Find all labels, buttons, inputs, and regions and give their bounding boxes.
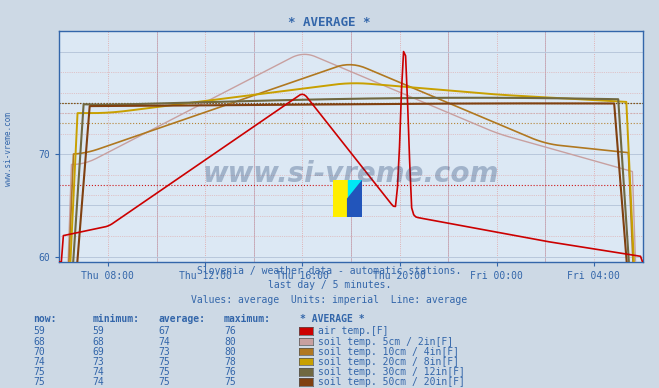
Polygon shape <box>348 180 362 199</box>
Text: soil temp. 50cm / 20in[F]: soil temp. 50cm / 20in[F] <box>318 377 465 387</box>
Text: 76: 76 <box>224 326 236 336</box>
Text: soil temp. 30cm / 12in[F]: soil temp. 30cm / 12in[F] <box>318 367 465 377</box>
Text: www.si-vreme.com: www.si-vreme.com <box>203 160 499 188</box>
Text: 75: 75 <box>33 367 45 377</box>
Text: maximum:: maximum: <box>224 314 271 324</box>
Text: soil temp. 20cm / 8in[F]: soil temp. 20cm / 8in[F] <box>318 357 459 367</box>
Text: 70: 70 <box>33 346 45 357</box>
Text: 80: 80 <box>224 346 236 357</box>
Text: 80: 80 <box>224 336 236 346</box>
Text: 59: 59 <box>92 326 104 336</box>
Text: 74: 74 <box>158 336 170 346</box>
Text: 75: 75 <box>224 377 236 387</box>
Text: average:: average: <box>158 314 205 324</box>
Polygon shape <box>348 180 362 217</box>
Text: air temp.[F]: air temp.[F] <box>318 326 389 336</box>
Text: 78: 78 <box>224 357 236 367</box>
Text: 74: 74 <box>92 377 104 387</box>
Text: 74: 74 <box>33 357 45 367</box>
Text: 73: 73 <box>92 357 104 367</box>
Text: www.si-vreme.com: www.si-vreme.com <box>4 113 13 186</box>
Polygon shape <box>333 180 348 217</box>
Text: 59: 59 <box>33 326 45 336</box>
Text: 68: 68 <box>33 336 45 346</box>
Text: * AVERAGE *: * AVERAGE * <box>288 16 371 29</box>
Text: 75: 75 <box>158 357 170 367</box>
Text: 75: 75 <box>158 367 170 377</box>
Text: 75: 75 <box>33 377 45 387</box>
Text: 73: 73 <box>158 346 170 357</box>
Text: 76: 76 <box>224 367 236 377</box>
Text: 67: 67 <box>158 326 170 336</box>
Text: last day / 5 minutes.: last day / 5 minutes. <box>268 280 391 290</box>
Text: Slovenia / weather data - automatic stations.: Slovenia / weather data - automatic stat… <box>197 265 462 275</box>
Text: Values: average  Units: imperial  Line: average: Values: average Units: imperial Line: av… <box>191 295 468 305</box>
Text: now:: now: <box>33 314 57 324</box>
Text: 75: 75 <box>158 377 170 387</box>
Text: soil temp. 5cm / 2in[F]: soil temp. 5cm / 2in[F] <box>318 336 453 346</box>
Text: soil temp. 10cm / 4in[F]: soil temp. 10cm / 4in[F] <box>318 346 459 357</box>
Text: 69: 69 <box>92 346 104 357</box>
Text: 74: 74 <box>92 367 104 377</box>
Text: 68: 68 <box>92 336 104 346</box>
Text: minimum:: minimum: <box>92 314 139 324</box>
Text: * AVERAGE *: * AVERAGE * <box>300 314 364 324</box>
